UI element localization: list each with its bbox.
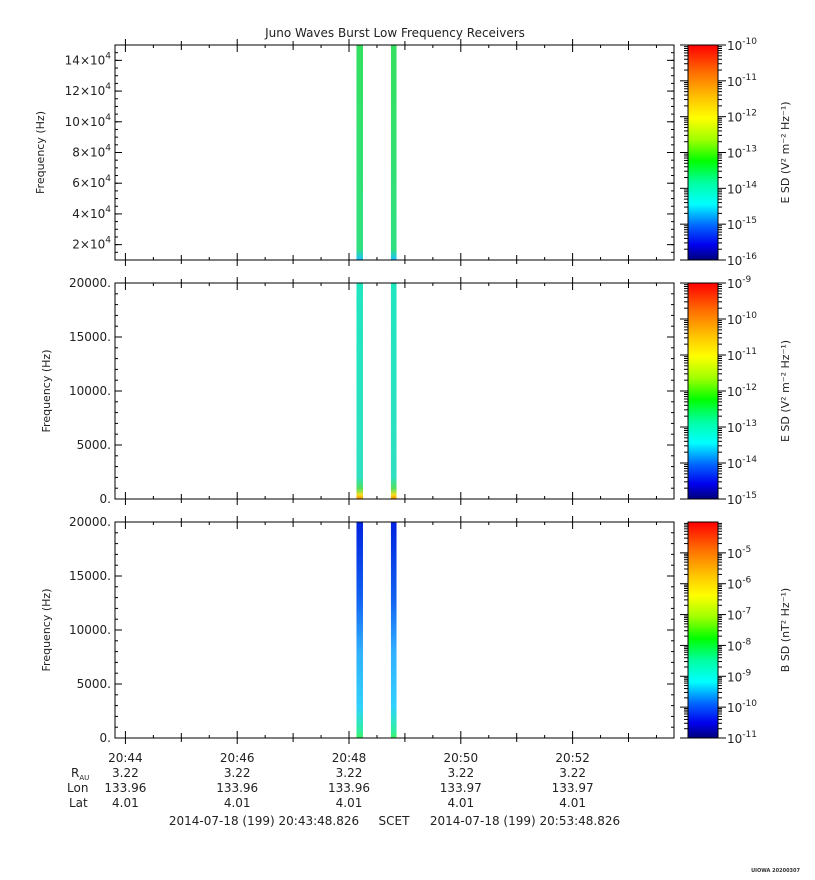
y-tick-label: 10×104 xyxy=(65,113,112,129)
y-tick-label: 0. xyxy=(100,731,111,745)
ephemeris-row-labels: RAU Lon Lat xyxy=(67,766,89,810)
y-tick-label: 10000. xyxy=(69,384,111,398)
lon-value: 133.96 xyxy=(216,781,258,795)
lon-label: Lon xyxy=(67,781,88,795)
r-label-subscript: AU xyxy=(79,774,89,782)
colorbar-tick-label: 10-6 xyxy=(727,576,752,592)
lat-value: 4.01 xyxy=(336,796,363,810)
r-value: 3.22 xyxy=(336,766,363,780)
panel-bottom: 0. 5000. 10000. 15000. 20000. Frequency (Hz) 1… xyxy=(40,515,792,746)
lat-value: 4.01 xyxy=(112,796,139,810)
range-scet: SCET xyxy=(379,814,411,828)
r-value: 3.22 xyxy=(559,766,586,780)
colorbar-tick-label: 10-7 xyxy=(727,607,751,623)
colorbar-tick-label: 10-9 xyxy=(727,668,752,684)
r-value: 3.22 xyxy=(224,766,251,780)
y-tick-label: 20000. xyxy=(69,515,111,529)
y-axis-label-bottom: Frequency (Hz) xyxy=(40,589,53,672)
x-tick-label: 20:52 xyxy=(555,751,590,765)
burst-top-2 xyxy=(390,45,397,260)
time-axis: 20:443.22133.964.0120:463.22133.964.0120… xyxy=(104,751,593,810)
x-tick-label: 20:44 xyxy=(108,751,143,765)
colorbar-tick-label: 10-12 xyxy=(727,109,757,125)
colorbar-tick-label: 10-14 xyxy=(727,180,757,196)
colorbar-tick-label: 10-11 xyxy=(727,347,757,363)
lat-label: Lat xyxy=(69,796,88,810)
y-tick-label: 15000. xyxy=(69,330,111,344)
y-tick-label: 5000. xyxy=(77,438,111,452)
figure-title: Juno Waves Burst Low Frequency Receivers xyxy=(264,26,525,40)
colorbar-tick-label: 10-16 xyxy=(727,252,757,268)
colorbar-label-top: E SD (V² m⁻² Hz⁻¹) xyxy=(779,101,792,203)
colorbar-tick-label: 10-9 xyxy=(727,275,752,291)
y-axis-label-top: Frequency (Hz) xyxy=(34,111,47,194)
burst-top-1 xyxy=(356,45,363,260)
r-au-label: RAU xyxy=(71,766,89,782)
y-tick-label: 14×104 xyxy=(65,51,112,67)
lat-value: 4.01 xyxy=(224,796,251,810)
r-value: 3.22 xyxy=(112,766,139,780)
r-value: 3.22 xyxy=(447,766,474,780)
lon-value: 133.97 xyxy=(552,781,594,795)
colorbar-tick-label: 10-15 xyxy=(727,216,757,232)
burst-bottom-1 xyxy=(356,522,363,738)
colorbar-label-bottom: B SD (nT² Hz⁻¹) xyxy=(779,588,792,672)
y-tick-label: 4×104 xyxy=(72,205,111,221)
burst-middle-1 xyxy=(356,283,363,499)
colorbar-tick-label: 10-11 xyxy=(727,73,757,89)
y-tick-label: 8×104 xyxy=(72,144,111,160)
y-tick-label: 5000. xyxy=(77,677,111,691)
lat-value: 4.01 xyxy=(447,796,474,810)
r-label-text: R xyxy=(71,766,79,780)
colorbar-tick-label: 10-12 xyxy=(727,383,757,399)
y-tick-label: 10000. xyxy=(69,623,111,637)
colorbar-tick-label: 10-11 xyxy=(727,730,757,746)
x-tick-label: 20:48 xyxy=(332,751,367,765)
y-tick-label: 0. xyxy=(100,492,111,506)
lon-value: 133.96 xyxy=(328,781,370,795)
x-tick-label: 20:50 xyxy=(444,751,479,765)
y-tick-label: 6×104 xyxy=(72,174,111,190)
panel-top: 2×104 4×104 6×104 8×104 10×104 12×104 14×104 Fr… xyxy=(34,37,792,268)
lon-value: 133.96 xyxy=(104,781,146,795)
colorbar-tick-label: 10-15 xyxy=(727,491,757,507)
y-tick-label: 12×104 xyxy=(65,82,112,98)
colorbar-tick-label: 10-8 xyxy=(727,637,752,653)
colorbar-tick-label: 10-14 xyxy=(727,455,757,471)
colorbar-tick-label: 10-10 xyxy=(727,699,757,715)
y-tick-label: 2×104 xyxy=(72,236,111,252)
panel-middle: 0. 5000. 10000. 15000. 20000. Frequency (Hz) 1… xyxy=(40,275,792,507)
burst-bottom-2 xyxy=(390,522,397,738)
y-tick-label: 15000. xyxy=(69,569,111,583)
colorbar-tick-label: 10-13 xyxy=(727,419,757,435)
time-range-footer: 2014-07-18 (199) 20:43:48.826 SCET 2014-… xyxy=(169,814,620,828)
y-axis-label-middle: Frequency (Hz) xyxy=(40,350,53,433)
range-end: 2014-07-18 (199) 20:53:48.826 xyxy=(430,814,620,828)
colorbar-tick-label: 10-10 xyxy=(727,311,757,327)
credit-label: UIOWA 20200307 xyxy=(751,868,800,874)
colorbar-label-middle: E SD (V² m⁻² Hz⁻¹) xyxy=(779,340,792,442)
burst-middle-2 xyxy=(390,283,397,499)
lon-value: 133.97 xyxy=(440,781,482,795)
x-tick-label: 20:46 xyxy=(220,751,255,765)
colorbar-bottom xyxy=(687,521,719,739)
colorbar-middle xyxy=(687,282,719,500)
lat-value: 4.01 xyxy=(559,796,586,810)
colorbar-tick-label: 10-10 xyxy=(727,37,757,53)
range-start: 2014-07-18 (199) 20:43:48.826 xyxy=(169,814,359,828)
colorbar-tick-label: 10-5 xyxy=(727,545,751,561)
panels-layer: 2×104 4×104 6×104 8×104 10×104 12×104 14×104 Fr… xyxy=(34,37,792,746)
colorbar-top xyxy=(687,44,719,261)
y-tick-label: 20000. xyxy=(69,276,111,290)
colorbar-tick-label: 10-13 xyxy=(727,145,757,161)
